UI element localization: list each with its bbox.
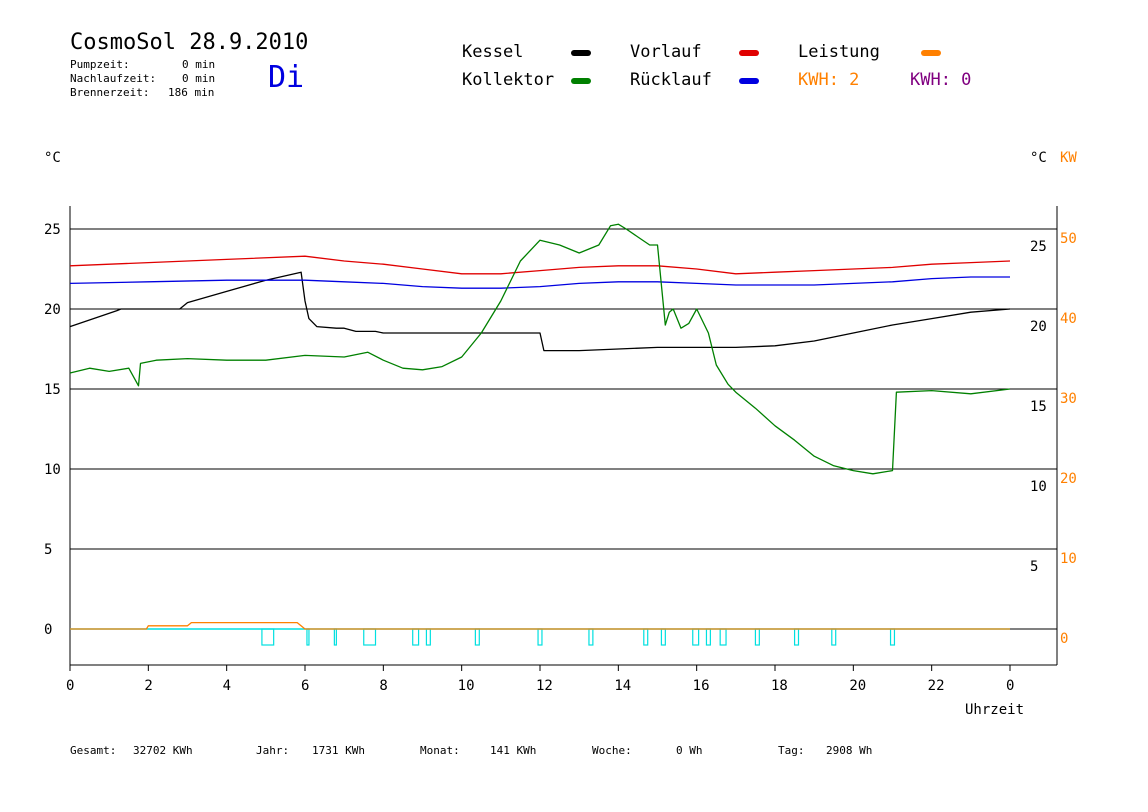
weekday-label: Di xyxy=(268,60,305,95)
right-axis-unit: °C xyxy=(1030,150,1047,166)
legend-vorlauf: Vorlauf xyxy=(630,42,702,62)
pump-pulse-2 xyxy=(333,628,337,646)
y-left-tick-20: 20 xyxy=(44,302,61,318)
x-tick-6: 12 xyxy=(536,678,553,694)
legend-vorlauf-swatch xyxy=(739,50,759,56)
woche-label: Woche: xyxy=(592,744,632,757)
y-left-tick-0: 0 xyxy=(44,622,52,638)
pump-pulse-13 xyxy=(719,628,727,646)
y-kw-tick-50: 50 xyxy=(1060,231,1077,247)
legend-kessel: Kessel xyxy=(462,42,524,62)
pump-pulse-16 xyxy=(831,628,837,646)
legend-kollektor: Kollektor xyxy=(462,70,555,90)
pump-pulse-8 xyxy=(588,628,594,646)
series-vorlauf xyxy=(69,255,1011,275)
x-tick-1: 2 xyxy=(144,678,152,694)
series-ruecklauf xyxy=(69,276,1010,289)
brennerzeit-label: Brennerzeit: xyxy=(70,86,150,99)
y-right-tick-5: 5 xyxy=(1030,559,1038,575)
y-right-tick-20: 20 xyxy=(1030,319,1047,335)
x-tick-0: 0 xyxy=(66,678,74,694)
y-left-tick-5: 5 xyxy=(44,542,52,558)
legend-kwh-solar: KWH: 2 xyxy=(798,70,860,90)
series-kollektor xyxy=(69,223,1011,475)
y-kw-tick-20: 20 xyxy=(1060,471,1077,487)
gesamt-label: Gesamt: xyxy=(70,744,117,757)
legend-kwh-other: KWH: 0 xyxy=(910,70,972,90)
pump-pulse-0 xyxy=(261,628,275,646)
pump-pulse-6 xyxy=(474,628,480,646)
y-right-tick-15: 15 xyxy=(1030,399,1047,415)
y-left-tick-15: 15 xyxy=(44,382,61,398)
pump-pulse-4 xyxy=(412,628,420,646)
gesamt-value: 32702 KWh xyxy=(133,744,193,757)
brennerzeit-value: 186 min xyxy=(168,86,215,99)
tag-value: 2908 Wh xyxy=(826,744,873,757)
x-tick-9: 18 xyxy=(771,678,788,694)
x-tick-4: 8 xyxy=(379,678,387,694)
x-tick-2: 4 xyxy=(223,678,231,694)
pump-pulse-12 xyxy=(705,628,711,646)
x-axis-title: Uhrzeit xyxy=(965,702,1025,718)
left-axis-unit: °C xyxy=(44,150,61,166)
legend-kollektor-swatch xyxy=(571,78,591,84)
pump-pulse-17 xyxy=(889,628,896,646)
pumpzeit-value: 0 min xyxy=(182,58,216,71)
x-tick-7: 14 xyxy=(614,678,631,694)
pump-pulse-5 xyxy=(425,628,431,646)
legend-ruecklauf-swatch xyxy=(739,78,759,84)
jahr-value: 1731 KWh xyxy=(312,744,365,757)
pump-pulse-11 xyxy=(692,628,700,646)
pump-pulse-15 xyxy=(793,628,800,646)
y-kw-tick-40: 40 xyxy=(1060,311,1077,327)
pump-pulse-9 xyxy=(643,628,649,646)
y-left-tick-25: 25 xyxy=(44,222,61,238)
pumpzeit-label: Pumpzeit: xyxy=(70,58,130,71)
pump-pulse-1 xyxy=(306,628,310,646)
series-leistung xyxy=(70,621,1010,630)
monat-value: 141 KWh xyxy=(490,744,537,757)
x-tick-10: 20 xyxy=(849,678,866,694)
right-axis-unit-kw: KW xyxy=(1060,150,1077,166)
x-tick-3: 6 xyxy=(301,678,309,694)
chart-title: CosmoSol 28.9.2010 xyxy=(70,30,309,55)
pump-pulse-3 xyxy=(363,628,377,646)
tag-label: Tag: xyxy=(778,744,805,757)
y-left-tick-10: 10 xyxy=(44,462,61,478)
legend-ruecklauf: Rücklauf xyxy=(630,70,712,90)
y-right-tick-25: 25 xyxy=(1030,239,1047,255)
legend-leistung-swatch xyxy=(921,50,941,56)
legend-leistung: Leistung xyxy=(798,42,880,62)
x-tick-5: 10 xyxy=(458,678,475,694)
x-tick-8: 16 xyxy=(693,678,710,694)
nachlaufzeit-label: Nachlaufzeit: xyxy=(70,72,157,85)
monat-label: Monat: xyxy=(420,744,460,757)
y-kw-tick-0: 0 xyxy=(1060,631,1068,647)
y-kw-tick-10: 10 xyxy=(1060,551,1077,567)
series-kessel xyxy=(69,271,1011,352)
legend-kessel-swatch xyxy=(571,50,591,56)
pump-pulse-14 xyxy=(754,628,760,646)
pump-pulse-7 xyxy=(537,628,543,646)
pump-pulse-10 xyxy=(660,628,666,646)
jahr-label: Jahr: xyxy=(256,744,290,757)
woche-value: 0 Wh xyxy=(676,744,703,757)
y-right-tick-10: 10 xyxy=(1030,479,1047,495)
x-tick-11: 22 xyxy=(928,678,945,694)
nachlaufzeit-value: 0 min xyxy=(182,72,216,85)
x-tick-12: 0 xyxy=(1006,678,1014,694)
y-kw-tick-30: 30 xyxy=(1060,391,1077,407)
